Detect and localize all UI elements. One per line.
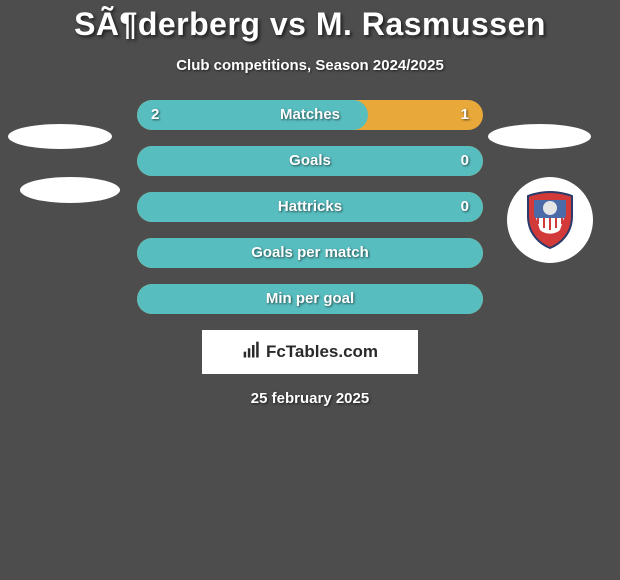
- stat-row: 0Goals: [137, 146, 483, 176]
- stat-label: Min per goal: [137, 284, 483, 314]
- stat-label: Matches: [137, 100, 483, 130]
- player-left-avatar-placeholder: [8, 124, 112, 149]
- team-right-badge: [507, 177, 593, 263]
- page-title: SÃ¶derberg vs M. Rasmussen: [0, 6, 620, 43]
- stat-row: 0Hattricks: [137, 192, 483, 222]
- stat-row: 21Matches: [137, 100, 483, 130]
- player-right-avatar-placeholder: [488, 124, 591, 149]
- date-text: 25 february 2025: [0, 390, 620, 407]
- team-left-placeholder: [20, 177, 120, 203]
- stat-label: Goals: [137, 146, 483, 176]
- stat-label: Goals per match: [137, 238, 483, 268]
- logo-text: FcTables.com: [266, 342, 378, 362]
- stat-row: Min per goal: [137, 284, 483, 314]
- subtitle: Club competitions, Season 2024/2025: [0, 57, 620, 74]
- stat-row: Goals per match: [137, 238, 483, 268]
- bar-chart-icon: [242, 340, 262, 365]
- fctables-logo[interactable]: FcTables.com: [202, 330, 418, 374]
- stat-label: Hattricks: [137, 192, 483, 222]
